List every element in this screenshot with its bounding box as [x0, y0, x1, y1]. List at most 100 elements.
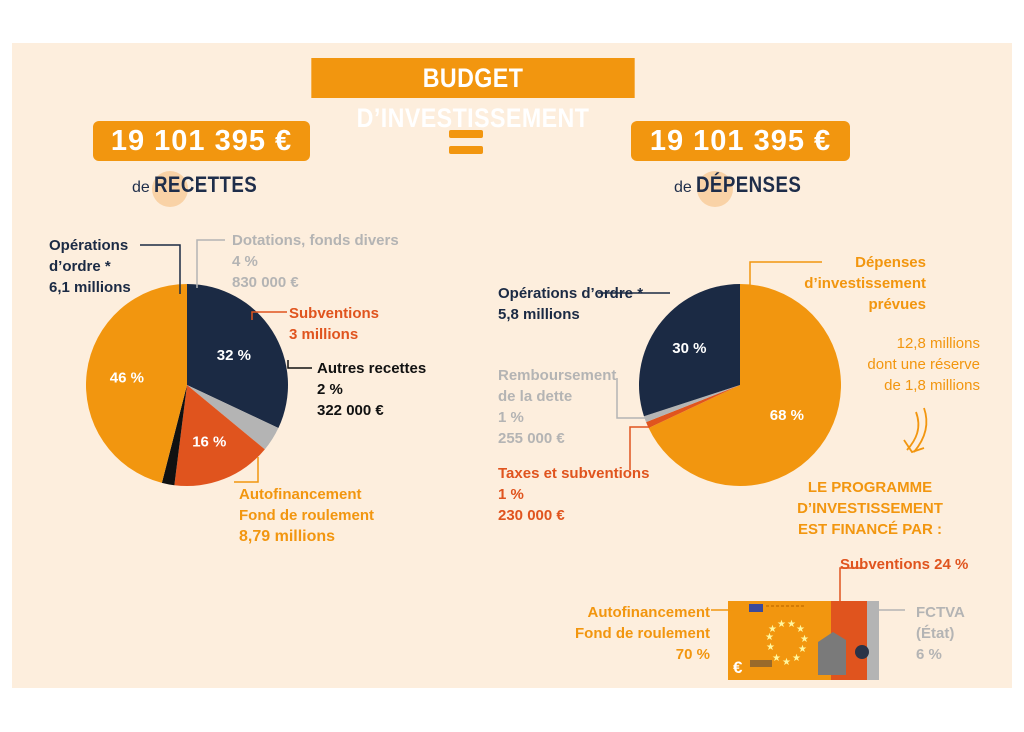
- label-dotations-line1: Dotations, fonds divers: [232, 232, 399, 249]
- label-autofin-recettes: Autofinancement Fond de roulement 8,79 m…: [239, 484, 374, 547]
- svg-text:★: ★: [768, 624, 777, 635]
- svg-text:★: ★: [796, 624, 805, 635]
- recettes-heading-text: RECETTES: [154, 172, 258, 197]
- label-reserve-line1: 12,8 millions: [896, 335, 980, 352]
- pie-value-label-3: 30 %: [672, 340, 706, 357]
- label-ordre-line3: 6,1 millions: [49, 279, 131, 296]
- label-fin-fctva: FCTVA (État) 6 %: [916, 602, 965, 665]
- depenses-heading: de DÉPENSES: [674, 172, 820, 198]
- pie-slice-2: [174, 385, 265, 486]
- pie-value-label-4: 46 %: [110, 369, 144, 386]
- pie-slice-4: [86, 284, 187, 483]
- label-taxes-line2: 1 %: [498, 486, 524, 503]
- pie-slice-2: [643, 385, 740, 423]
- recettes-prefix: de: [132, 179, 150, 196]
- label-fin-fctva-line3: 6 %: [916, 646, 942, 663]
- recettes-heading-circle: [152, 171, 188, 207]
- label-invest-line2: d’investissement: [804, 275, 926, 292]
- label-programme-line3: EST FINANCÉ PAR :: [798, 521, 942, 538]
- flag-icon: [749, 604, 763, 612]
- label-autres: Autres recettes 2 % 322 000 €: [317, 358, 426, 421]
- label-taxes-line1: Taxes et subventions: [498, 465, 650, 482]
- label-reserve-line3: de 1,8 millions: [884, 377, 980, 394]
- depenses-prefix: de: [674, 179, 692, 196]
- euro-banknote: ★ ★ ★ ★★★ ★★★ ★★ €: [728, 601, 879, 680]
- label-fin-subventions: Subventions 24 %: [840, 556, 969, 573]
- label-invest-line3: prévues: [868, 296, 926, 313]
- label-fin-autofin-line3: 70 %: [675, 646, 710, 663]
- recettes-heading: de RECETTES: [132, 172, 276, 198]
- financement-leaders: [711, 567, 905, 611]
- equals-sign: [449, 130, 483, 156]
- svg-text:★: ★: [800, 634, 809, 645]
- leader-lines: [140, 239, 822, 483]
- leader-dotations: [196, 239, 225, 288]
- stars-icon: ★ ★ ★ ★★★ ★★★ ★★: [765, 619, 809, 668]
- leader-autres: [287, 360, 312, 369]
- label-taxes-line3: 230 000 €: [498, 507, 565, 524]
- pie-value-label-0: 32 %: [217, 347, 251, 364]
- label-fin-autofin-line2: Fond de roulement: [575, 625, 710, 642]
- pie-slice-0: [187, 284, 288, 429]
- page-title: BUDGET D’INVESTISSEMENT: [311, 58, 635, 133]
- label-invest-line1: Dépenses: [855, 254, 926, 271]
- svg-text:★: ★: [782, 657, 791, 668]
- label-fin-autofin: Autofinancement Fond de roulement 70 %: [572, 602, 710, 665]
- leader-invest: [749, 261, 822, 285]
- label-dotations-line3: 830 000 €: [232, 274, 299, 291]
- depenses-pie: 68 % 30 %: [639, 284, 841, 486]
- pie-slice-1: [187, 385, 279, 450]
- label-autofin-line1: Autofinancement: [239, 486, 362, 503]
- label-programme-line1: LE PROGRAMME: [807, 479, 933, 496]
- label-autres-line2: 2 %: [317, 381, 343, 398]
- label-subventions-line1: Subventions: [289, 305, 380, 322]
- label-taxes: Taxes et subventions 1 % 230 000 €: [498, 463, 649, 526]
- pie-value-label-0: 68 %: [770, 407, 804, 424]
- label-fin-fctva-line1: FCTVA: [916, 604, 965, 621]
- label-invest: Dépenses d’investissement prévues: [796, 252, 926, 315]
- label-ordre-line1: Opérations: [49, 237, 129, 254]
- label-ordre-line2: d’ordre *: [49, 258, 111, 275]
- svg-text:★: ★: [798, 644, 807, 655]
- label-autres-line3: 322 000 €: [317, 402, 384, 419]
- label-rembours-line1: Remboursement: [498, 367, 617, 384]
- svg-text:★: ★: [787, 619, 796, 630]
- label-autofin-line2: Fond de roulement: [239, 507, 374, 524]
- label-programme-line2: D’INVESTISSEMENT: [797, 500, 943, 517]
- label-ordre-dep-line1: Opérations d’ordre *: [498, 285, 644, 302]
- label-autres-line1: Autres recettes: [317, 360, 427, 377]
- note-autofin-segment: [728, 601, 831, 680]
- label-ordre-dep-line2: 5,8 millions: [498, 306, 580, 323]
- label-rembours-line2: de la dette: [498, 388, 573, 405]
- label-ordre-recettes: Opérations d’ordre * 6,1 millions: [49, 235, 131, 298]
- svg-text:★: ★: [766, 642, 775, 653]
- building-icon: [818, 632, 846, 675]
- euro-symbol: €: [733, 658, 743, 677]
- label-rembours: Remboursement de la dette 1 % 255 000 €: [498, 365, 616, 449]
- depenses-heading-text: DÉPENSES: [696, 172, 802, 197]
- label-reserve-line2: dont une réserve: [867, 356, 980, 373]
- label-fin-fctva-line2: (État): [916, 625, 955, 642]
- svg-text:★: ★: [765, 632, 774, 643]
- label-programme: LE PROGRAMME D’INVESTISSEMENT EST FINANC…: [765, 477, 975, 540]
- svg-text:★: ★: [792, 653, 801, 664]
- svg-text:★: ★: [772, 653, 781, 664]
- recettes-pie: 32 % 16 % 46 %: [86, 284, 288, 486]
- svg-text:★: ★: [777, 619, 786, 630]
- recettes-total: 19 101 395 €: [93, 121, 310, 161]
- down-arrow-icon: [903, 407, 928, 454]
- leader-subventions: [251, 311, 287, 320]
- pie-slice-3: [161, 385, 187, 486]
- pie-slice-1: [646, 385, 740, 429]
- pie-slice-0: [648, 284, 841, 486]
- label-subventions: Subventions 3 millions: [289, 303, 379, 345]
- pie-slice-3: [639, 284, 740, 417]
- label-subventions-line2: 3 millions: [289, 326, 359, 343]
- label-rembours-line4: 255 000 €: [498, 430, 565, 447]
- depenses-heading-circle: [697, 171, 733, 207]
- leader-autofin: [234, 457, 259, 483]
- pie-value-label-2: 16 %: [192, 433, 226, 450]
- label-autofin-line3: 8,79 millions: [239, 528, 336, 545]
- label-fin-autofin-line1: Autofinancement: [587, 604, 710, 621]
- leader-rembours: [616, 378, 647, 419]
